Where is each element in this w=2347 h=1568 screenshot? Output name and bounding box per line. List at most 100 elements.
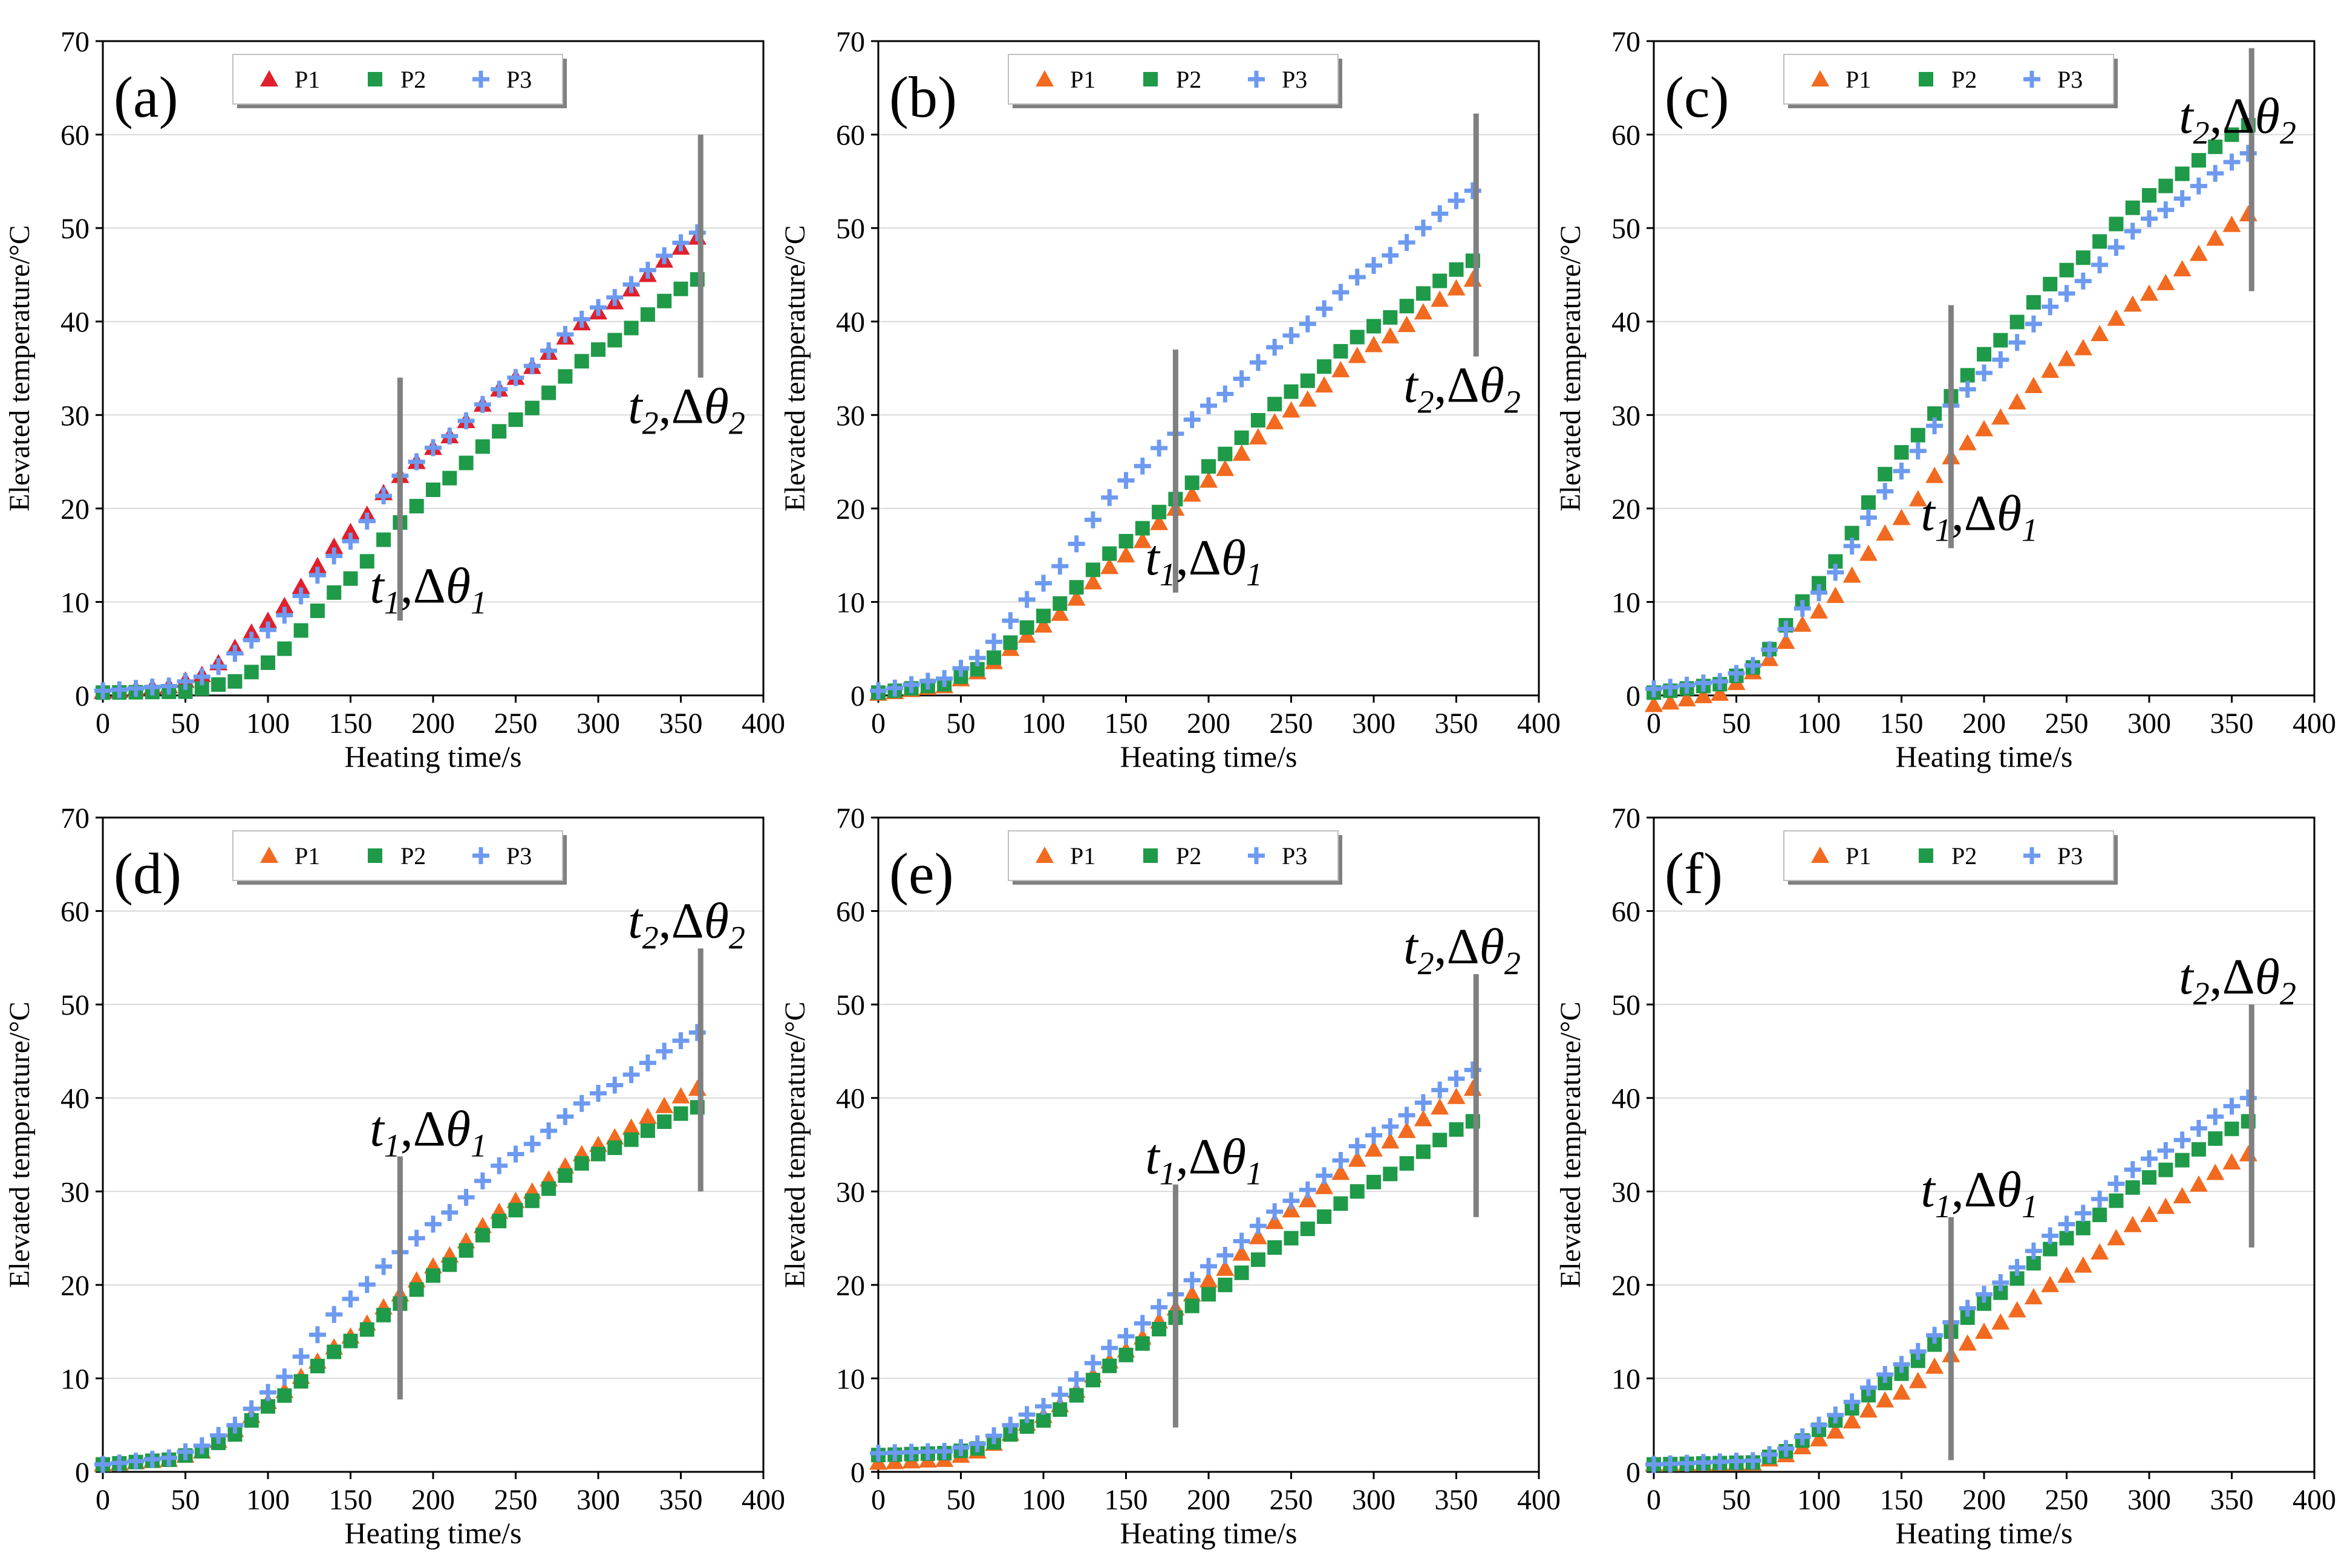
data-point-P3 [1282, 327, 1300, 344]
data-point-P3 [1183, 411, 1201, 429]
x-tick-label: 50 [171, 1484, 200, 1516]
data-point-P2 [607, 333, 622, 348]
data-point-P3 [540, 342, 558, 360]
data-point-P1 [1414, 303, 1432, 320]
data-point-P1 [1232, 1244, 1251, 1261]
marker-label-t2: t2,Δθ2 [1403, 357, 1521, 420]
data-point-P3 [1348, 268, 1366, 286]
data-point-P3 [1365, 256, 1382, 274]
x-tick-label: 350 [659, 708, 703, 740]
data-point-P3 [1151, 1298, 1168, 1316]
legend-label: P3 [2057, 66, 2083, 93]
y-tick-label: 70 [836, 26, 865, 58]
legend-label: P1 [1846, 842, 1871, 870]
marker-theta: θ [446, 558, 471, 614]
data-point-P3 [1068, 1371, 1085, 1388]
data-point-P3 [639, 261, 656, 279]
x-tick-label: 50 [1722, 708, 1751, 740]
data-point-P3 [457, 412, 475, 429]
data-point-P2 [2075, 1220, 2091, 1235]
marker-var: t [1145, 530, 1161, 586]
data-point-P1 [1265, 1212, 1284, 1229]
y-tick-label: 60 [60, 120, 90, 152]
data-point-P3 [1068, 535, 1085, 553]
y-tick-label: 40 [60, 307, 90, 339]
x-tick-label: 0 [1647, 1484, 1661, 1516]
data-point-P1 [1034, 616, 1053, 633]
y-tick-label: 70 [60, 26, 90, 58]
data-point-P2 [1085, 562, 1100, 577]
data-point-P2 [1152, 504, 1167, 519]
marker-theta: θ [1480, 357, 1504, 414]
marker-var: t [370, 1101, 385, 1157]
x-tick-label: 300 [2127, 708, 2171, 740]
data-point-P2 [2175, 1153, 2190, 1168]
data-point-P2 [1910, 428, 1925, 443]
y-tick-label: 40 [836, 1083, 865, 1115]
data-point-P3 [870, 682, 887, 700]
data-point-P2 [1234, 430, 1249, 445]
x-tick-label: 250 [2045, 708, 2089, 740]
data-point-P2 [409, 1282, 424, 1297]
marker-label-t1: t1,Δθ1 [370, 1101, 487, 1163]
data-point-P2 [1036, 608, 1051, 623]
data-point-P3 [1348, 1137, 1366, 1155]
marker-var: t [1403, 357, 1419, 414]
data-point-P3 [1431, 205, 1449, 223]
x-tick-label: 200 [1187, 1484, 1230, 1516]
data-point-P3 [2173, 1131, 2191, 1149]
x-tick-label: 200 [411, 708, 455, 740]
data-point-P2 [657, 1114, 672, 1129]
data-point-P1 [1908, 1371, 1927, 1388]
data-point-P1 [1975, 1322, 1993, 1339]
x-tick-label: 400 [742, 708, 785, 740]
data-point-P1 [2189, 244, 2208, 261]
data-point-P1 [1381, 1132, 1400, 1149]
marker-sub: 1 [1160, 556, 1176, 593]
data-point-P1 [2156, 1197, 2175, 1214]
data-point-P3 [292, 587, 310, 605]
data-point-P1 [308, 556, 327, 573]
panel-label: (f) [1665, 841, 1723, 906]
data-point-P3 [1035, 1397, 1052, 1415]
data-point-P1 [2239, 204, 2257, 221]
x-tick-label: 350 [1435, 1484, 1478, 1516]
data-point-P3 [903, 1443, 920, 1461]
data-point-P3 [1200, 1257, 1217, 1275]
data-point-P2 [2043, 276, 2058, 291]
data-point-P2 [673, 281, 688, 296]
data-point-P3 [1694, 1454, 1712, 1471]
data-point-P2 [1218, 446, 1233, 461]
legend-marker [2023, 71, 2040, 88]
y-tick-label: 0 [1626, 680, 1640, 712]
marker-theta: θ [1221, 530, 1246, 586]
data-point-P1 [1216, 460, 1235, 477]
marker-label-t2: t2,Δθ2 [1403, 919, 1521, 981]
data-point-P2 [1333, 343, 1348, 359]
data-point-P3 [1249, 1217, 1267, 1235]
data-point-P1 [1183, 485, 1201, 502]
data-point-P3 [441, 1204, 459, 1222]
data-point-P3 [2190, 1119, 2207, 1137]
data-point-P2 [459, 1243, 474, 1258]
data-point-P2 [1449, 262, 1464, 277]
data-point-P3 [1018, 1406, 1036, 1423]
data-point-P3 [1414, 1094, 1432, 1111]
marker-sub: 1 [1160, 1156, 1176, 1192]
legend-marker [1248, 71, 1265, 88]
data-point-P1 [2140, 284, 2158, 301]
data-point-P3 [2025, 1242, 2042, 1260]
data-point-P3 [358, 1276, 376, 1293]
legend-marker [260, 847, 278, 863]
x-tick-label: 150 [1880, 708, 1924, 740]
data-point-P3 [573, 310, 590, 328]
data-point-P2 [244, 665, 259, 680]
chart-panel-4: 0 10 20 30 40 50 60 70 0 50 100 150 200 250 300 350 400 H… [779, 802, 1561, 1550]
data-point-P3 [1266, 339, 1284, 356]
data-point-P1 [1447, 279, 1466, 296]
y-axis-label: Elevated temperature/°C [1555, 1001, 1587, 1288]
data-point-P3 [210, 1426, 227, 1444]
y-tick-label: 50 [1611, 213, 1640, 245]
data-point-P1 [1958, 434, 1977, 451]
data-point-P3 [1299, 1181, 1316, 1199]
